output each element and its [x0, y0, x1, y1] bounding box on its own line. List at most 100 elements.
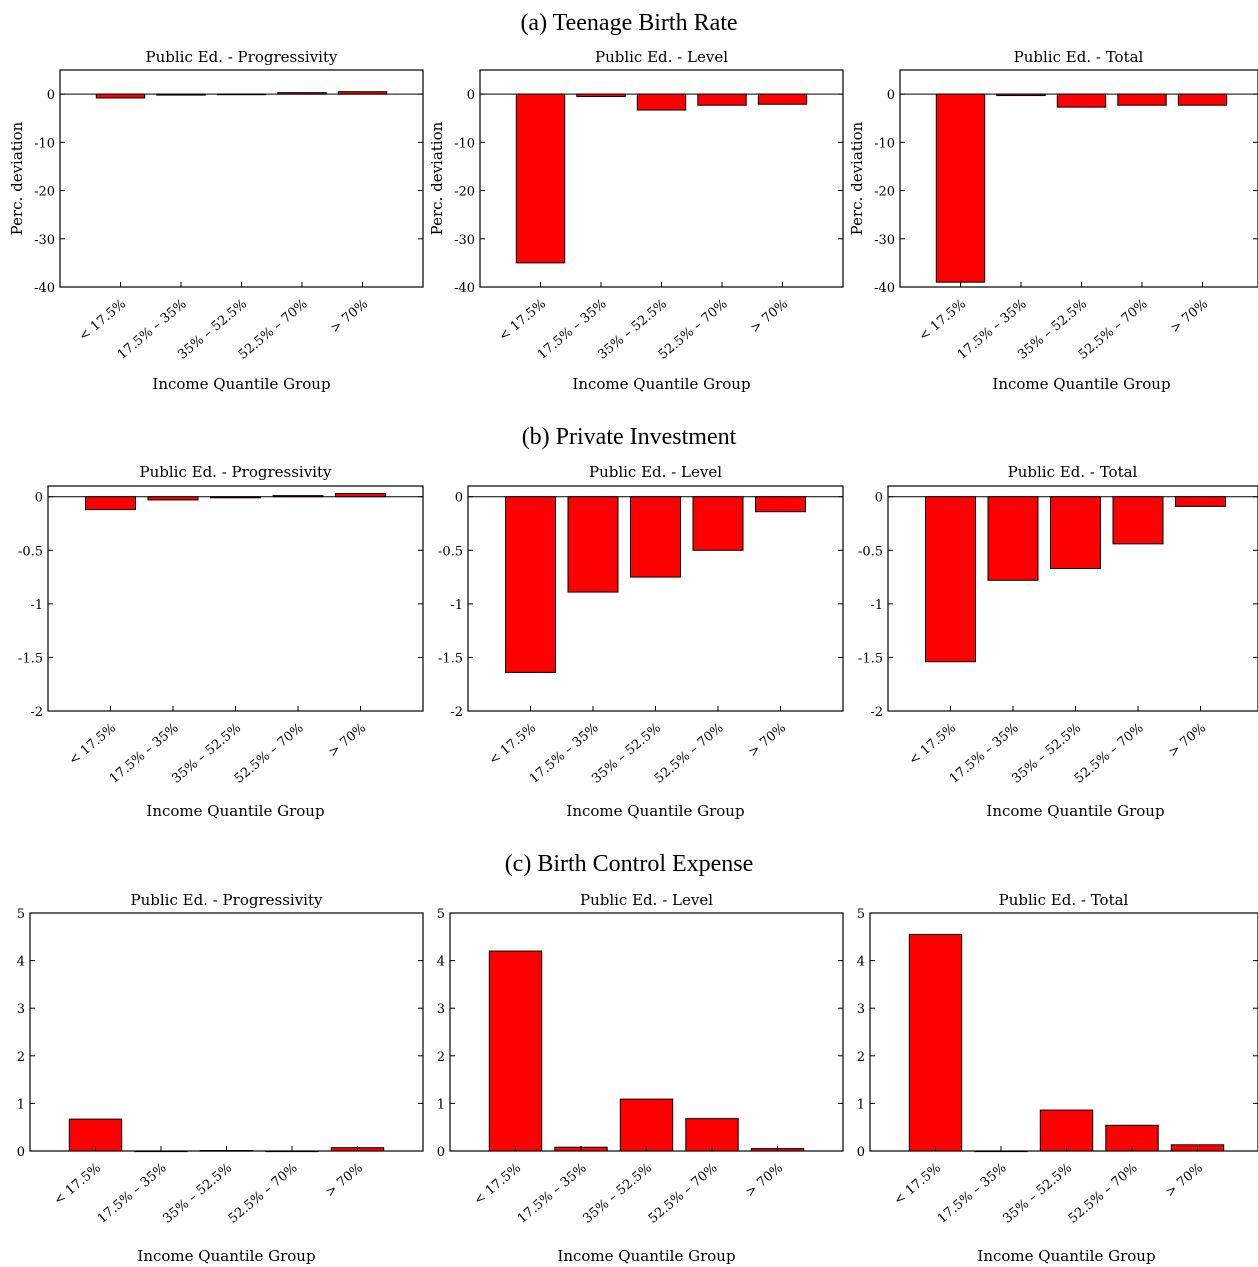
panel-title: Public Ed. - Progressivity [140, 463, 332, 481]
y-tick-label: 4 [437, 955, 445, 970]
y-tick-label: 5 [17, 907, 25, 922]
y-tick-label: 2 [17, 1050, 25, 1065]
section-title-b: (b) Private Investment [522, 424, 737, 450]
bar-3 [630, 496, 681, 578]
bar-1 [95, 93, 146, 99]
y-tick-label: -30 [454, 233, 475, 248]
x-tick-label: 52.5% – 70% [646, 1161, 721, 1227]
y-tick-label: -30 [34, 233, 55, 248]
x-tick-label: 52.5% – 70% [232, 721, 307, 787]
x-axis-label: Income Quantile Group [146, 802, 324, 820]
bar-1 [925, 496, 976, 663]
y-tick-label: -20 [454, 185, 475, 200]
y-tick-label: 3 [857, 1002, 865, 1017]
bar-3 [1050, 496, 1101, 570]
x-tick-label: > 70% [1168, 297, 1211, 337]
x-axis-label: Income Quantile Group [992, 375, 1170, 393]
x-tick-label: < 17.5% [916, 297, 969, 345]
bar-4 [692, 496, 744, 551]
y-tick-label: 4 [857, 955, 865, 970]
plot-frame [887, 485, 1258, 712]
x-tick-label: < 17.5% [76, 297, 129, 345]
x-tick-label: < 17.5% [51, 1161, 104, 1209]
y-tick-label: 0 [875, 491, 883, 506]
y-tick-label: 4 [17, 955, 25, 970]
plot-frame [47, 485, 424, 712]
bar-1 [68, 1118, 123, 1152]
y-tick-label: 0 [887, 88, 895, 103]
x-tick-label: > 70% [328, 297, 371, 337]
panels: Public Ed. - Progressivity0-10-20-30-40<… [8, 48, 1258, 1265]
y-tick-label: 1 [17, 1097, 25, 1112]
bar-2 [987, 496, 1039, 581]
y-tick-label: 0 [857, 1145, 865, 1160]
y-tick-label: -0.5 [438, 544, 463, 559]
x-tick-label: 17.5% – 35% [935, 1161, 1010, 1227]
x-axis-label: Income Quantile Group [572, 375, 750, 393]
panel-title: Public Ed. - Level [595, 48, 728, 66]
x-tick-label: > 70% [1163, 1161, 1206, 1201]
bar-2 [147, 496, 199, 501]
y-tick-label: -1.5 [438, 651, 463, 666]
chart-panel-7: Public Ed. - Progressivity 0 1 2 3 4 5 < 17.5%1… [17, 891, 424, 1265]
y-tick-label: -1.5 [858, 651, 883, 666]
bar-5 [757, 93, 808, 105]
y-tick-label: 1 [437, 1097, 445, 1112]
x-tick-label: > 70% [743, 1161, 786, 1201]
bar-4 [697, 93, 747, 106]
section-title-c: (c) Birth Control Expense [505, 851, 754, 877]
y-tick-label: -2 [450, 705, 463, 720]
bar-4 [685, 1118, 739, 1152]
y-tick-label: -1 [870, 598, 883, 613]
bar-1 [935, 93, 986, 283]
panel-title: Public Ed. - Total [1008, 463, 1138, 481]
y-tick-label: -20 [34, 185, 55, 200]
y-tick-label: -10 [454, 136, 475, 151]
plot-frame [59, 69, 424, 288]
x-axis-label: Income Quantile Group [137, 1247, 315, 1265]
x-tick-label: 17.5% – 35% [515, 1161, 590, 1227]
x-tick-label: > 70% [326, 721, 369, 761]
bar-2 [974, 1150, 1028, 1153]
y-tick-label: 0 [17, 1145, 25, 1160]
bar-2 [567, 496, 619, 593]
y-tick-label: -20 [874, 185, 895, 200]
x-tick-label: 52.5% – 70% [652, 721, 727, 787]
x-axis-label: Income Quantile Group [566, 802, 744, 820]
y-tick-label: -2 [30, 705, 43, 720]
bar-3 [210, 496, 261, 499]
y-tick-label: 1 [857, 1097, 865, 1112]
bar-5 [335, 493, 386, 498]
bar-2 [996, 93, 1046, 97]
y-tick-label: -10 [874, 136, 895, 151]
chart-panel-1: Public Ed. - Progressivity 0 -10 -20 -30 -40 <… [8, 48, 424, 393]
y-tick-label: 2 [437, 1050, 445, 1065]
bar-4 [1117, 93, 1167, 106]
y-tick-label: 0 [47, 88, 55, 103]
x-tick-label: 52.5% – 70% [1072, 721, 1147, 787]
x-tick-label: 17.5% – 35% [95, 1161, 170, 1227]
y-tick-label: -1.5 [18, 651, 43, 666]
bar-3 [216, 93, 267, 96]
y-tick-label: 5 [437, 907, 445, 922]
panel-title: Public Ed. - Level [580, 891, 713, 909]
panel-title: Public Ed. - Total [999, 891, 1129, 909]
y-tick-label: -40 [874, 281, 895, 296]
y-tick-label: -10 [34, 136, 55, 151]
x-tick-label: 52.5% – 70% [226, 1161, 301, 1227]
bar-3 [636, 93, 687, 111]
panel-title: Public Ed. - Total [1014, 48, 1144, 66]
y-tick-label: -30 [874, 233, 895, 248]
y-tick-label: 0 [437, 1145, 445, 1160]
bar-4 [272, 495, 324, 498]
panel-title: Public Ed. - Level [589, 463, 722, 481]
bar-3 [1039, 1109, 1094, 1152]
y-axis-label: Perc. deviation [848, 121, 866, 235]
bar-1 [85, 496, 136, 511]
y-tick-label: -1 [450, 598, 463, 613]
bar-2 [156, 93, 206, 96]
